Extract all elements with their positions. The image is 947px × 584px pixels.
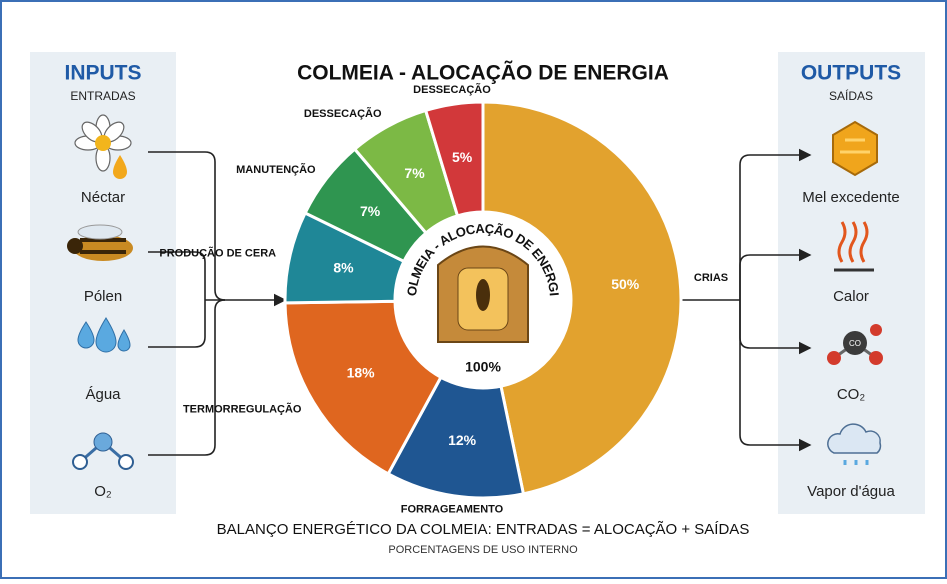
value-label: 8% [333, 259, 354, 275]
vapor-icon [827, 423, 882, 465]
category-label: TERMORREGULAÇÃO [183, 402, 302, 415]
co2-icon: CO [827, 324, 883, 365]
outputs-title: OUTPUTS [801, 62, 901, 85]
output-connectors [678, 148, 812, 452]
output-label: Mel excedente [802, 189, 900, 206]
category-label: PRODUÇÃO DE CERA [159, 247, 276, 260]
output-label: Calor [833, 288, 869, 305]
inputs-title: INPUTS [64, 62, 141, 85]
slice [423, 100, 485, 218]
category-label: MANUTENÇÃO [236, 163, 316, 176]
category-label: FORRAGEAMENTO [401, 504, 504, 516]
inputs-subtitle: ENTRADAS [70, 89, 135, 103]
output-label: Vapor d'água [807, 483, 895, 500]
water-icon [77, 317, 131, 353]
output-label: CO₂ [837, 386, 866, 403]
footer-title: BALANÇO ENERGÉTICO DA COLMEIA: ENTRADAS … [217, 521, 750, 538]
heat-icon [834, 221, 874, 272]
value-label: 5% [452, 149, 473, 165]
slice [481, 100, 683, 496]
input-label: Néctar [81, 189, 125, 206]
slice [283, 299, 443, 476]
value-label: 12% [448, 432, 477, 448]
category-label: DESSECAÇÃO [304, 107, 382, 120]
category-label: CRIAS [694, 272, 728, 284]
input-label: Pólen [84, 288, 122, 305]
footer-subtitle: PORCENTAGENS DE USO INTERNO [388, 544, 578, 556]
category-label: DESSECAÇÃO [413, 83, 491, 96]
center-label: 100% [465, 359, 501, 375]
o2-icon [72, 432, 134, 470]
pollen-icon [67, 224, 133, 261]
value-label: 7% [360, 203, 381, 219]
input-connectors [148, 151, 287, 456]
input-label: Água [85, 386, 121, 403]
nectar-icon [74, 114, 132, 179]
bee-icon [476, 279, 490, 311]
outputs-subtitle: SAÍDAS [829, 88, 873, 103]
svg-text:CO: CO [849, 339, 861, 348]
honey-icon [832, 120, 878, 177]
input-label: O₂ [94, 483, 112, 500]
value-label: 7% [404, 165, 425, 181]
chart-title: COLMEIA - ALOCAÇÃO DE ENERGIA [297, 62, 669, 85]
value-label: 50% [611, 276, 640, 292]
value-label: 18% [347, 365, 376, 381]
